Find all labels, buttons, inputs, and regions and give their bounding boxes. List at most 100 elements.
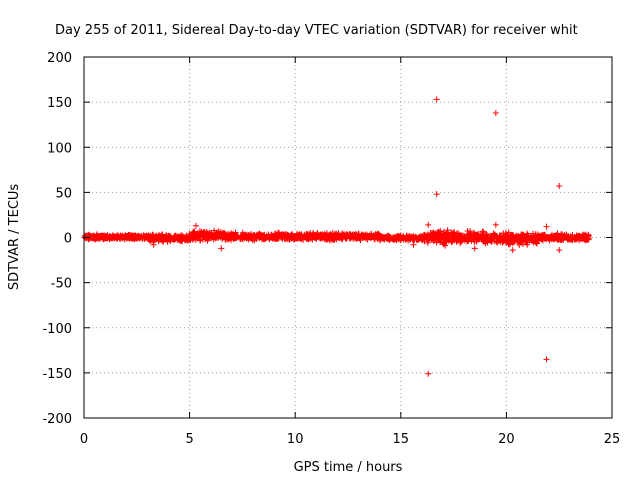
data-point-outlier bbox=[425, 221, 432, 228]
data-point-outlier bbox=[471, 245, 478, 252]
data-point bbox=[508, 232, 515, 239]
data-point-outlier bbox=[556, 183, 563, 190]
data-point-outlier bbox=[433, 191, 440, 198]
data-point bbox=[303, 234, 310, 241]
data-point bbox=[441, 235, 448, 242]
data-point bbox=[576, 234, 583, 241]
data-point bbox=[321, 230, 328, 237]
chart-title: Day 255 of 2011, Sidereal Day-to-day VTE… bbox=[55, 23, 578, 38]
data-point bbox=[225, 236, 232, 243]
data-point bbox=[339, 234, 346, 241]
data-point bbox=[435, 229, 442, 236]
data-point bbox=[464, 227, 471, 234]
y-tick-label: 50 bbox=[55, 186, 72, 201]
data-point bbox=[455, 233, 462, 240]
data-point bbox=[207, 232, 214, 239]
data-point bbox=[493, 235, 500, 242]
data-point bbox=[239, 232, 246, 239]
data-point-outlier bbox=[218, 245, 225, 252]
data-point bbox=[154, 234, 161, 241]
y-axis-label: SDTVAR / TECUs bbox=[7, 184, 22, 291]
data-point bbox=[553, 231, 560, 238]
data-point-outlier bbox=[509, 247, 516, 254]
data-point bbox=[536, 232, 543, 239]
data-point bbox=[383, 234, 390, 241]
data-point bbox=[502, 232, 509, 239]
data-point bbox=[219, 235, 226, 242]
y-tick-label: 150 bbox=[47, 96, 72, 111]
data-point bbox=[532, 238, 539, 245]
data-point bbox=[377, 236, 384, 243]
data-point bbox=[487, 235, 494, 242]
data-point bbox=[294, 234, 301, 241]
y-tick-label: 100 bbox=[47, 141, 72, 156]
data-point bbox=[343, 235, 350, 242]
data-point bbox=[439, 239, 446, 246]
data-point bbox=[466, 236, 473, 243]
data-point bbox=[205, 235, 212, 242]
data-point bbox=[269, 234, 276, 241]
data-point bbox=[329, 233, 336, 240]
y-tick-label: -150 bbox=[42, 367, 72, 382]
data-point bbox=[458, 238, 465, 245]
data-point bbox=[172, 236, 179, 243]
data-point bbox=[505, 229, 512, 236]
data-point bbox=[127, 234, 134, 241]
y-tick-label: -200 bbox=[42, 412, 72, 427]
data-point bbox=[341, 231, 348, 238]
data-point bbox=[109, 235, 116, 242]
data-point bbox=[309, 232, 316, 239]
data-point-outlier bbox=[425, 370, 432, 377]
x-tick-label: 15 bbox=[393, 432, 410, 447]
y-tick-label: -50 bbox=[51, 277, 72, 292]
data-point bbox=[410, 233, 417, 240]
data-point-outlier bbox=[410, 241, 417, 248]
data-point-outlier bbox=[192, 222, 199, 229]
data-point-outlier bbox=[543, 223, 550, 230]
data-point bbox=[432, 231, 439, 238]
data-point bbox=[444, 231, 451, 238]
y-tick-label: -100 bbox=[42, 322, 72, 337]
x-tick-label: 25 bbox=[604, 432, 621, 447]
data-point bbox=[445, 231, 452, 238]
y-tick-label: 200 bbox=[47, 51, 72, 66]
data-point bbox=[313, 235, 320, 242]
x-tick-label: 5 bbox=[185, 432, 193, 447]
axis-ticks bbox=[83, 56, 613, 419]
data-point-outlier bbox=[543, 356, 550, 363]
data-point bbox=[390, 235, 397, 242]
data-point-outlier bbox=[556, 247, 563, 254]
data-point bbox=[355, 232, 362, 239]
tick-labels: 0 5 10 15 20 25 -200 -150 -100 -50 0 50 100 150 200 bbox=[42, 51, 620, 447]
data-point bbox=[424, 231, 431, 238]
data-point bbox=[204, 237, 211, 244]
data-point bbox=[362, 231, 369, 238]
data-point-outlier bbox=[492, 109, 499, 116]
data-point bbox=[284, 231, 291, 238]
data-point bbox=[430, 237, 437, 244]
data-point bbox=[368, 232, 375, 239]
data-point bbox=[177, 235, 184, 242]
x-tick-label: 20 bbox=[498, 432, 515, 447]
data-point bbox=[92, 235, 99, 242]
data-point bbox=[524, 230, 531, 237]
data-points bbox=[81, 96, 592, 377]
data-point bbox=[542, 231, 549, 238]
data-point bbox=[450, 234, 457, 241]
data-point bbox=[394, 233, 401, 240]
data-point bbox=[515, 234, 522, 241]
data-point bbox=[424, 239, 431, 246]
data-point bbox=[516, 241, 523, 248]
grid-lines bbox=[84, 57, 612, 418]
data-point bbox=[576, 233, 583, 240]
data-point-outlier bbox=[442, 242, 449, 249]
data-point bbox=[378, 234, 385, 241]
data-point bbox=[352, 234, 359, 241]
data-point bbox=[149, 231, 156, 238]
data-point bbox=[437, 228, 444, 235]
data-point bbox=[419, 236, 426, 243]
data-point bbox=[585, 235, 592, 242]
data-point bbox=[473, 236, 480, 243]
data-point bbox=[164, 238, 171, 245]
